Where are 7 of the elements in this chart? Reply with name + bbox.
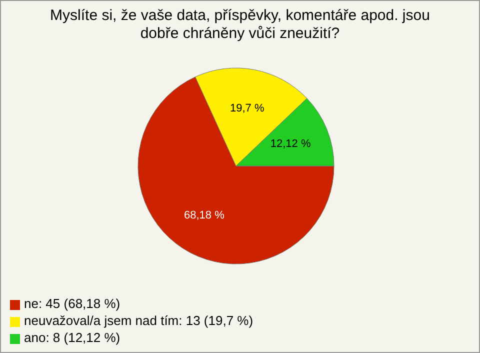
legend-label: neuvažoval/a jsem nad tím: 13 (19,7 %): [24, 313, 254, 328]
data-label: 12,12 %: [270, 138, 311, 150]
data-label: 68,18 %: [184, 209, 225, 222]
data-label: 19,7 %: [230, 102, 264, 114]
chart-title: Myslíte si, že vaše data, příspěvky, komentáře apod. jsou dobře chráněny vůči zneužití?: [49, 6, 431, 44]
legend-label: ano: 8 (12,12 %): [24, 330, 120, 345]
legend-label: ne: 45 (68,18 %): [24, 296, 120, 311]
